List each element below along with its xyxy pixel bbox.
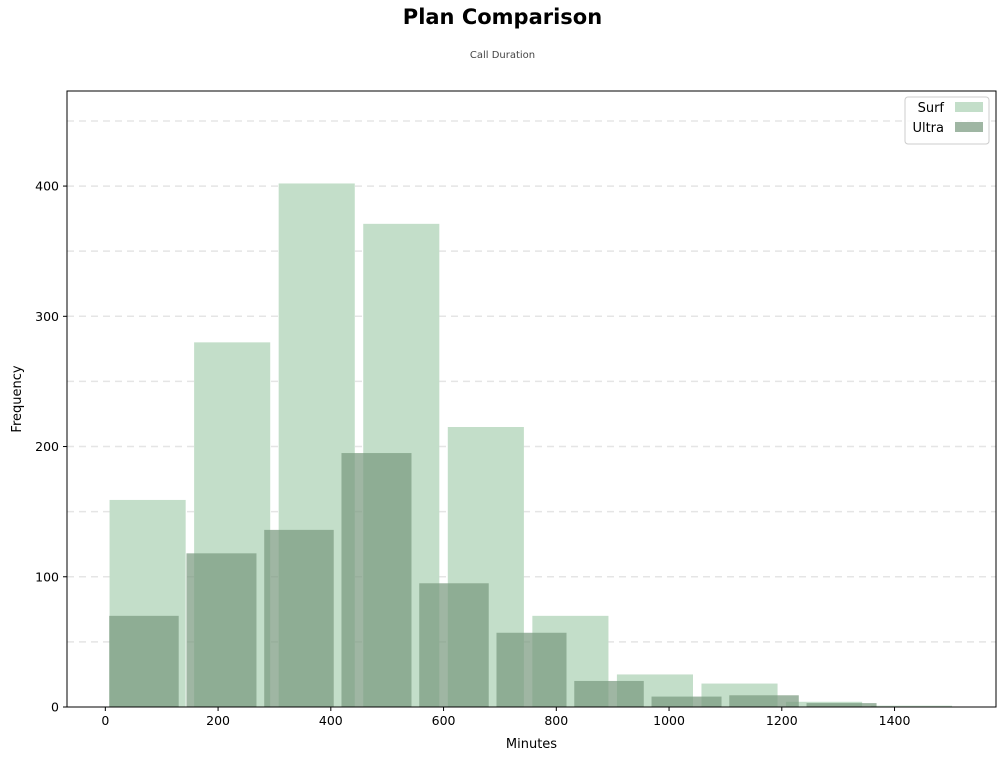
bar-surf-9 (870, 705, 953, 707)
bars-layer (109, 183, 953, 708)
x-axis: 0 200 400 600 800 1000 1200 1400 (101, 707, 910, 728)
bar-ultra-7 (651, 696, 722, 707)
chart-subtitle: Call Duration (469, 50, 536, 61)
x-tick-label: 800 (544, 713, 568, 728)
chart-title: Plan Comparison (402, 5, 603, 29)
x-tick-label: 1200 (766, 713, 798, 728)
bar-ultra-6 (574, 680, 644, 707)
x-tick-label: 200 (206, 713, 230, 728)
bar-ultra-3 (341, 453, 412, 707)
x-tick-label: 1400 (879, 713, 911, 728)
y-tick-label: 400 (35, 179, 59, 194)
legend-swatch-surf (955, 102, 983, 112)
bar-ultra-4 (419, 583, 489, 707)
legend-label-ultra: Ultra (912, 121, 944, 136)
bar-ultra-1 (186, 553, 257, 707)
bar-ultra-9 (806, 703, 877, 707)
y-tick-label: 300 (35, 309, 59, 324)
bar-ultra-2 (264, 529, 334, 707)
x-tick-label: 0 (101, 713, 109, 728)
legend-label-surf: Surf (918, 101, 945, 116)
legend: Surf Ultra (904, 96, 990, 145)
bar-ultra-8 (729, 695, 799, 707)
grid-layer (67, 120, 996, 643)
x-tick-label: 1000 (653, 713, 685, 728)
x-tick-label: 600 (432, 713, 456, 728)
legend-swatch-ultra (955, 122, 983, 132)
y-tick-label: 200 (35, 439, 59, 454)
y-tick-label: 0 (51, 700, 59, 715)
x-axis-label: Minutes (506, 737, 557, 752)
bar-ultra-5 (496, 632, 567, 707)
y-tick-label: 100 (35, 569, 59, 584)
bar-ultra-0 (109, 615, 179, 707)
plot-frame (66, 90, 997, 708)
y-axis: 0 100 200 300 400 (35, 179, 67, 715)
y-axis-label: Frequency (10, 365, 25, 432)
x-tick-label: 400 (319, 713, 343, 728)
